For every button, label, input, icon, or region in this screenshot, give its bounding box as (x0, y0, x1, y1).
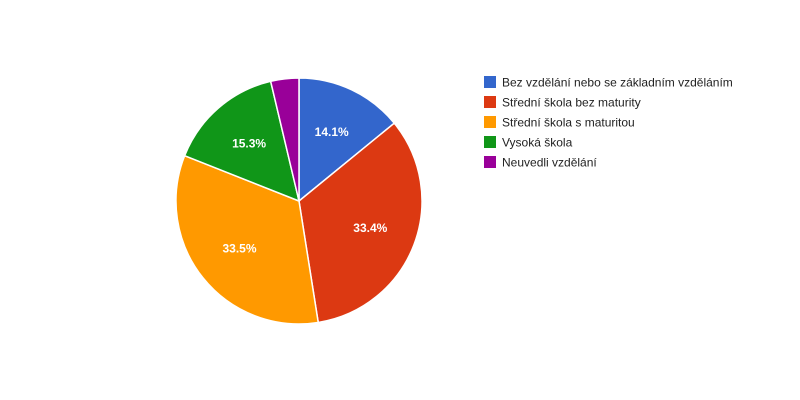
pie-slice-label-1: 33.4% (353, 221, 387, 235)
legend-item-2: Střední škola s maturitou (484, 116, 635, 130)
legend-label-2: Střední škola s maturitou (502, 116, 635, 130)
legend-label-1: Střední škola bez maturity (502, 96, 641, 110)
pie-slice-4 (269, 77, 300, 202)
legend-label-4: Neuvedli vzdělání (502, 156, 597, 170)
pie-slices (175, 77, 423, 325)
legend-label-0: Bez vzdělání nebo se základním vzděláním (502, 76, 733, 90)
legend-label-3: Vysoká škola (502, 136, 573, 150)
legend-item-1: Střední škola bez maturity (484, 96, 641, 110)
pie-slice-1 (298, 122, 423, 324)
legend-swatch-1 (484, 96, 496, 108)
pie-slice-label-2: 33.5% (222, 242, 256, 256)
pie-slice-label-3: 15.3% (232, 136, 266, 150)
legend-swatch-4 (484, 156, 496, 168)
legend-item-4: Neuvedli vzdělání (484, 156, 597, 170)
legend: Bez vzdělání nebo se základním vzděláním… (484, 76, 733, 170)
legend-swatch-3 (484, 136, 496, 148)
legend-item-3: Vysoká škola (484, 136, 573, 150)
pie-slice-labels: 14.1% 33.4% 33.5% 15.3% (222, 125, 387, 256)
pie-slice-label-0: 14.1% (315, 125, 349, 139)
legend-swatch-0 (484, 76, 496, 88)
legend-item-0: Bez vzdělání nebo se základním vzděláním (484, 76, 733, 90)
pie-slice-0 (298, 77, 396, 203)
legend-swatch-2 (484, 116, 496, 128)
pie-slice-3 (183, 80, 301, 203)
pie-slice-2 (175, 154, 320, 325)
